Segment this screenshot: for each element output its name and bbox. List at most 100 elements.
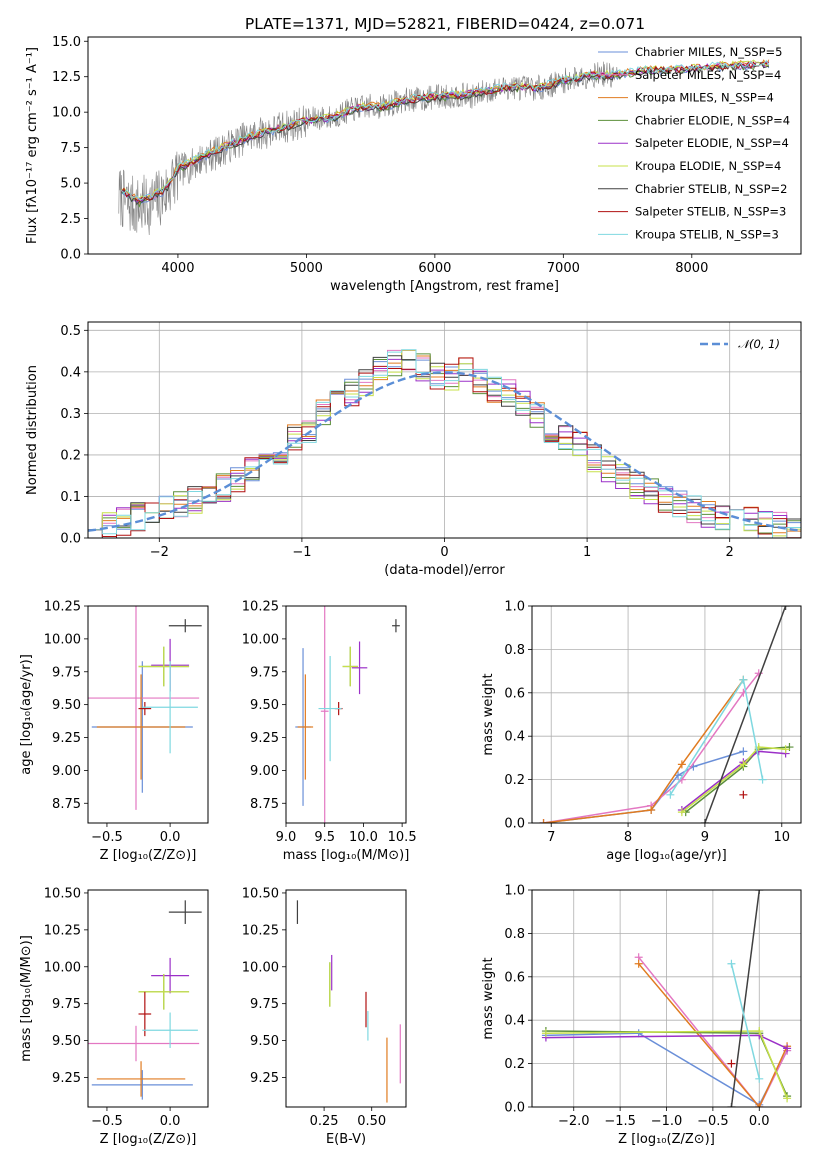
y-tick-label: 0.0 xyxy=(60,532,81,547)
mass-weight-marker xyxy=(700,819,709,823)
x-tick-label: 10.0 xyxy=(349,830,378,845)
y-tick-label: 9.75 xyxy=(52,665,81,680)
y-tick-label: 0.2 xyxy=(504,1057,525,1072)
residual-histogram xyxy=(88,349,801,538)
mass-weight-line xyxy=(543,672,760,823)
x-tick-label: 7000 xyxy=(547,261,580,276)
y-axis-label: Normed distribution xyxy=(25,365,40,495)
model-spectrum xyxy=(121,61,770,201)
x-tick-label: 0 xyxy=(440,545,448,560)
mass-weight-line xyxy=(681,746,786,813)
x-tick-label: 0.0 xyxy=(160,1114,181,1129)
residual-histogram xyxy=(88,357,801,538)
mass-weight-marker xyxy=(781,745,790,754)
mass-weight-marker xyxy=(727,1059,736,1068)
mass-weight-line xyxy=(543,679,745,823)
y-tick-label: 0.4 xyxy=(60,365,81,380)
panel-massweight-vs-Z: −2.0 −1.5 −1.0 −0.5 0.0 0.0 0.2 0.4 0.6 0.8 1.0 Z [… xyxy=(481,884,802,1147)
x-tick-label: 10 xyxy=(774,830,791,845)
y-tick-label: 9.50 xyxy=(250,698,279,713)
x-tick-label: −0.5 xyxy=(697,1114,729,1129)
x-axis-label: (data-model)/error xyxy=(384,563,505,578)
y-axis-label: Flux [fλ10⁻¹⁷ erg cm⁻² s⁻¹ A⁻¹] xyxy=(25,47,40,244)
mass-weight-marker xyxy=(647,805,656,814)
plot-area xyxy=(541,890,792,1107)
y-tick-label: 9.50 xyxy=(52,698,81,713)
legend-label: Salpeter STELIB, N_SSP=3 xyxy=(635,205,786,219)
x-tick-label: 0.0 xyxy=(749,1114,770,1129)
model-spectrum xyxy=(121,59,770,200)
legend-label: Chabrier ELODIE, N_SSP=4 xyxy=(635,113,790,127)
y-tick-label: 9.75 xyxy=(52,997,81,1012)
mass-weight-marker xyxy=(755,890,764,894)
legend-label: Salpeter MILES, N_SSP=4 xyxy=(635,68,781,82)
x-tick-label: 9 xyxy=(701,830,709,845)
x-tick-label: 0.0 xyxy=(160,830,181,845)
gaussian-curve xyxy=(88,371,801,532)
y-tick-label: 10.50 xyxy=(242,886,279,901)
y-tick-label: 1.0 xyxy=(504,884,525,899)
plot-area xyxy=(295,606,400,823)
y-tick-label: 9.25 xyxy=(52,731,81,746)
y-tick-label: 0.0 xyxy=(504,1101,525,1116)
y-tick-label: 9.75 xyxy=(250,997,279,1012)
x-tick-label: 6000 xyxy=(418,261,451,276)
x-axis-label: E(B-V) xyxy=(326,1132,366,1147)
x-tick-label: 9.5 xyxy=(314,830,335,845)
axes-frame xyxy=(87,889,209,1108)
y-tick-label: 9.00 xyxy=(52,764,81,779)
axes-frame xyxy=(285,605,407,824)
y-tick-label: 1.0 xyxy=(504,600,525,615)
x-tick-label: 9.0 xyxy=(276,830,297,845)
y-tick-label: 8.75 xyxy=(250,797,279,812)
y-tick-label: 8.75 xyxy=(52,797,81,812)
figure-title: PLATE=1371, MJD=52821, FIBERID=0424, z=0… xyxy=(245,15,645,33)
y-tick-label: 0.6 xyxy=(504,686,525,701)
x-tick-label: −1.5 xyxy=(604,1114,636,1129)
mass-weight-marker xyxy=(754,669,763,678)
plot-area xyxy=(118,59,770,236)
y-tick-label: 9.00 xyxy=(250,764,279,779)
mass-weight-marker xyxy=(539,819,548,823)
mass-weight-marker xyxy=(739,675,748,684)
y-tick-label: 0.4 xyxy=(504,730,525,745)
x-tick-label: 0.25 xyxy=(310,1114,339,1129)
x-axis-label: wavelength [Angstrom, rest frame] xyxy=(330,279,559,294)
plot-area xyxy=(296,900,401,1103)
panel-spectrum: 4000 5000 6000 7000 8000 0.0 2.5 5.0 7.5 10.0 12.5… xyxy=(25,35,802,294)
mass-weight-line xyxy=(638,956,788,1107)
mass-weight-marker xyxy=(727,959,736,968)
legend-label: Kroupa STELIB, N_SSP=3 xyxy=(635,227,779,241)
y-tick-label: 2.5 xyxy=(60,212,81,227)
x-axis-label: Z [log₁₀(Z/Z⊙)] xyxy=(618,1132,715,1147)
y-tick-label: 9.50 xyxy=(250,1034,279,1049)
legend-label: Chabrier MILES, N_SSP=5 xyxy=(635,45,782,59)
panel-mass-vs-ebv: 0.25 0.50 9.25 9.50 9.75 10.00 10.25 10.50 E(B-V… xyxy=(242,886,407,1147)
mass-weight-marker xyxy=(755,1074,764,1083)
y-tick-label: 0.2 xyxy=(60,448,81,463)
mass-weight-marker xyxy=(541,1029,550,1038)
panel-residuals: −2 −1 0 1 2 0.0 0.1 0.2 0.3 0.4 0.5 (data-model)/er… xyxy=(25,321,802,578)
mass-weight-marker xyxy=(755,1103,764,1107)
y-tick-label: 0.8 xyxy=(504,927,525,942)
mass-weight-marker xyxy=(739,790,748,799)
x-tick-label: 7 xyxy=(547,830,555,845)
x-tick-label: −0.5 xyxy=(91,1114,123,1129)
y-tick-label: 9.50 xyxy=(52,1034,81,1049)
axes-frame xyxy=(87,36,802,255)
x-tick-label: −2.0 xyxy=(558,1114,590,1129)
mass-weight-marker xyxy=(781,606,790,610)
mass-weight-marker xyxy=(783,1094,792,1103)
mass-weight-marker xyxy=(677,760,686,769)
x-tick-label: −0.5 xyxy=(91,830,123,845)
axes-frame xyxy=(285,889,407,1108)
y-tick-label: 10.00 xyxy=(44,960,81,975)
y-tick-label: 0.0 xyxy=(504,817,525,832)
x-axis-label: Z [log₁₀(Z/Z⊙)] xyxy=(100,848,197,863)
y-axis-label: age [log₁₀(age/yr)] xyxy=(19,654,34,775)
y-tick-label: 10.00 xyxy=(242,632,279,647)
x-tick-label: 8 xyxy=(624,830,632,845)
y-axis-label: mass weight xyxy=(481,957,496,1039)
y-tick-label: 10.25 xyxy=(242,923,279,938)
y-tick-label: 10.00 xyxy=(242,960,279,975)
